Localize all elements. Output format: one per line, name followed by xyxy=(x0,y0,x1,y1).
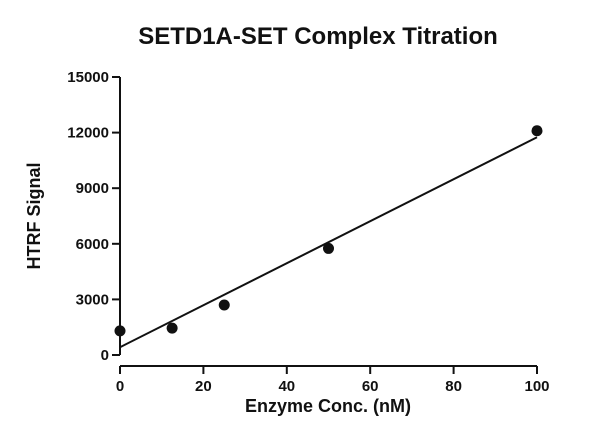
y-tick-label: 6000 xyxy=(76,236,109,253)
x-axis-label: Enzyme Conc. (nM) xyxy=(245,396,411,416)
y-tick-label: 12000 xyxy=(67,125,109,142)
data-point xyxy=(323,242,334,254)
y-tick-label: 0 xyxy=(101,347,109,364)
data-points xyxy=(114,125,543,337)
y-ticks: 0 3000 6000 9000 12000 15000 xyxy=(67,69,120,364)
x-tick-label: 40 xyxy=(278,378,295,395)
y-axis-label: HTRF Signal xyxy=(24,163,44,270)
y-tick-label: 15000 xyxy=(67,69,109,86)
data-point xyxy=(114,325,126,337)
y-tick-label: 3000 xyxy=(76,291,109,308)
fit-line-group xyxy=(119,136,538,349)
x-tick-label: 20 xyxy=(195,378,212,395)
data-point xyxy=(531,125,543,137)
axes xyxy=(119,77,537,367)
x-tick-label: 60 xyxy=(362,378,379,395)
linear-fit-line xyxy=(119,136,538,349)
chart-title: SETD1A-SET Complex Titration xyxy=(138,23,498,50)
x-tick-label: 0 xyxy=(116,378,124,395)
data-point xyxy=(218,299,230,311)
y-tick-label: 9000 xyxy=(76,180,109,197)
x-tick-label: 80 xyxy=(445,378,462,395)
data-point xyxy=(166,322,178,334)
x-tick-label: 100 xyxy=(524,378,549,395)
x-ticks: 0 20 40 60 80 100 xyxy=(116,366,550,395)
